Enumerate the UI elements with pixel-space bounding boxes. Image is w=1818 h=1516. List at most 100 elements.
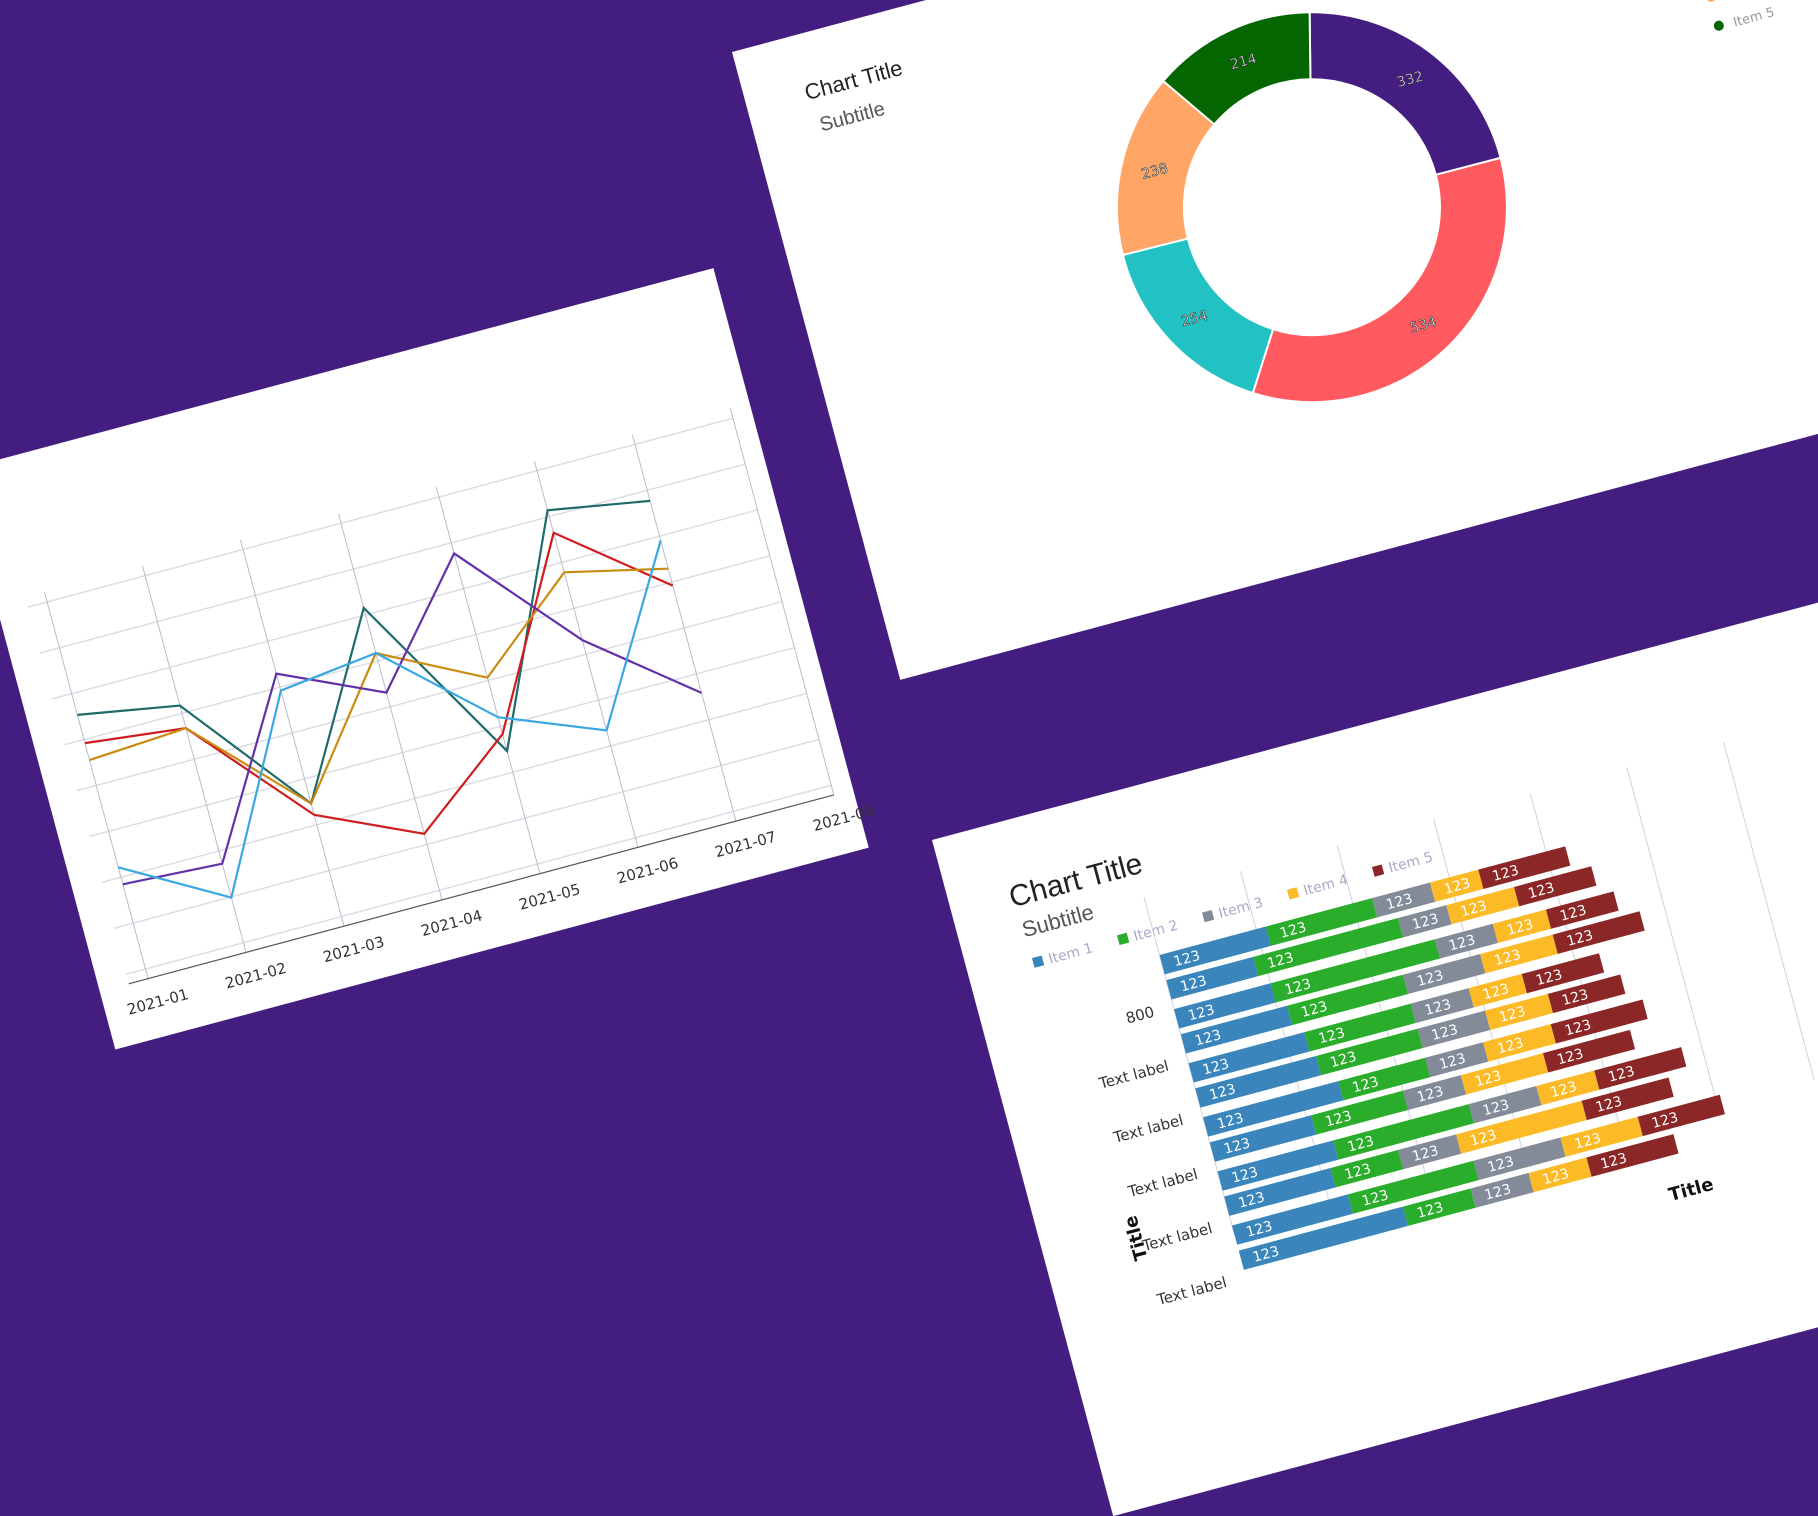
grid-line-v: [337, 513, 443, 901]
grid-line-v: [239, 539, 345, 927]
bar-segment-label: 123: [1415, 968, 1445, 990]
x-axis: [128, 794, 835, 985]
grid-line-h: [64, 555, 771, 746]
bar-segment-label: 123: [1442, 875, 1472, 897]
bar-segment: [1560, 1116, 1643, 1157]
bar-segment-label: 123: [1555, 1046, 1585, 1068]
bar-segment: [1311, 1090, 1409, 1135]
bar-segment: [1637, 1094, 1725, 1137]
bar-segment: [1468, 1085, 1542, 1124]
grid-line-h: [89, 646, 795, 838]
bar-segment-label: 123: [1459, 898, 1489, 920]
bar-segment: [1446, 886, 1520, 925]
bar-segment: [1434, 923, 1498, 959]
bar-segment: [1338, 1057, 1431, 1101]
bar-segment-label: 123: [1299, 999, 1329, 1021]
bar-segment-label: 123: [1222, 1135, 1252, 1157]
bar-segment: [1195, 1055, 1322, 1108]
y-tick-label: Text label: [1096, 1057, 1171, 1093]
grid-line-v: [729, 408, 835, 796]
bar-segment: [1594, 1047, 1687, 1090]
bar-segment-label: 123: [1607, 1063, 1637, 1085]
donut-value-label: 214: [1228, 51, 1258, 73]
y-tick-label: Text label: [1125, 1165, 1200, 1201]
grid-line-h: [113, 738, 820, 930]
bar-segment: [1217, 1140, 1339, 1191]
series-line-4: [122, 551, 702, 886]
bar-segment: [1528, 1157, 1592, 1193]
x-tick-label: 2021-07: [713, 828, 778, 862]
bar-segment: [1347, 1160, 1479, 1214]
bar-segment: [1333, 1104, 1474, 1160]
bar-segment: [1468, 973, 1527, 1008]
donut-value-label: 254: [1180, 308, 1210, 330]
bar-segment-label: 123: [1481, 1097, 1511, 1119]
stacked-bar-chart: Chart Title Subtitle Title Title Item 1I…: [1005, 741, 1815, 1309]
bar-segment: [1483, 1024, 1556, 1062]
bar-segment: [1521, 953, 1605, 994]
bar-segment: [1581, 1077, 1674, 1121]
bar-segment: [1417, 1010, 1491, 1049]
bar-segment: [1315, 1028, 1423, 1076]
bar-segment: [1536, 1070, 1600, 1106]
y-tick-label: Text label: [1111, 1111, 1186, 1147]
bar-segment: [1224, 1168, 1336, 1216]
grid-line-v: [1723, 741, 1815, 1080]
grid-line-v: [533, 460, 639, 848]
bar-segment-label: 123: [1650, 1110, 1680, 1132]
x-tick-label: 2021-02: [223, 959, 288, 993]
bar-segment: [1238, 1206, 1409, 1270]
legend-label: Item 5: [1387, 849, 1435, 876]
y-tick-label: Text label: [1140, 1219, 1215, 1255]
bar-segment: [1492, 909, 1552, 944]
bar-segment: [1402, 1188, 1476, 1226]
bar-segment: [1188, 1032, 1310, 1083]
bar-segment-label: 123: [1410, 1143, 1440, 1165]
bar-segment: [1287, 974, 1409, 1026]
bar-segment-label: 123: [1237, 1189, 1267, 1211]
bar-segment-label: 123: [1172, 948, 1202, 970]
x-axis-title: Title: [1666, 1174, 1715, 1206]
y-tick-label: Text label: [1154, 1273, 1229, 1309]
legend-swatch: [1116, 932, 1130, 946]
legend-label: Item 4: [1302, 872, 1350, 899]
bar-segment-label: 123: [1230, 1164, 1260, 1186]
bar-segment-label: 123: [1410, 911, 1440, 933]
bar-segment: [1429, 869, 1484, 902]
series-line-1: [77, 499, 651, 806]
bar-segment-label: 123: [1573, 1130, 1603, 1152]
bar-segment-label: 123: [1549, 1079, 1579, 1101]
bar-segment-label: 123: [1384, 891, 1414, 913]
grid-line-h: [27, 417, 734, 608]
bar-segment: [1265, 898, 1378, 946]
donut-slice-5: [1161, 11, 1312, 126]
bar-segment: [1270, 939, 1440, 1003]
bar-segment: [1174, 983, 1276, 1029]
bar-segment: [1180, 1005, 1293, 1054]
bar-segment: [1473, 1137, 1566, 1181]
x-tick-label: 2021-05: [517, 880, 582, 914]
bar-segment: [1159, 926, 1271, 975]
bar-segment-label: 123: [1415, 1084, 1445, 1106]
bar-segment-label: 123: [1346, 1133, 1376, 1155]
legend-marker: [1706, 0, 1717, 2]
bar-segment-label: 123: [1360, 1187, 1390, 1209]
bar-segment: [1478, 846, 1571, 889]
bar-segment: [1372, 882, 1436, 918]
bar-segment-label: 123: [1565, 927, 1595, 949]
donut-chart-card: Chart Title Subtitle 332 534 254 238 214 Item…: [732, 0, 1818, 680]
bar-segment-label: 123: [1317, 1025, 1347, 1047]
bar-segment-label: 123: [1251, 1243, 1281, 1265]
bar-segment: [1480, 934, 1558, 974]
bar-segment-label: 123: [1534, 967, 1564, 989]
grid-line-v: [44, 592, 149, 979]
grid-line-v: [1143, 896, 1236, 1236]
bar-segment-label: 123: [1438, 1051, 1468, 1073]
x-tick-label: 2021-01: [125, 985, 190, 1019]
bar-segment-label: 123: [1201, 1056, 1231, 1078]
x-tick-label: 2021-06: [615, 854, 680, 888]
bar-segment-label: 123: [1266, 950, 1296, 972]
legend-swatch: [1286, 887, 1300, 900]
bar-segment-label: 123: [1473, 1068, 1503, 1090]
